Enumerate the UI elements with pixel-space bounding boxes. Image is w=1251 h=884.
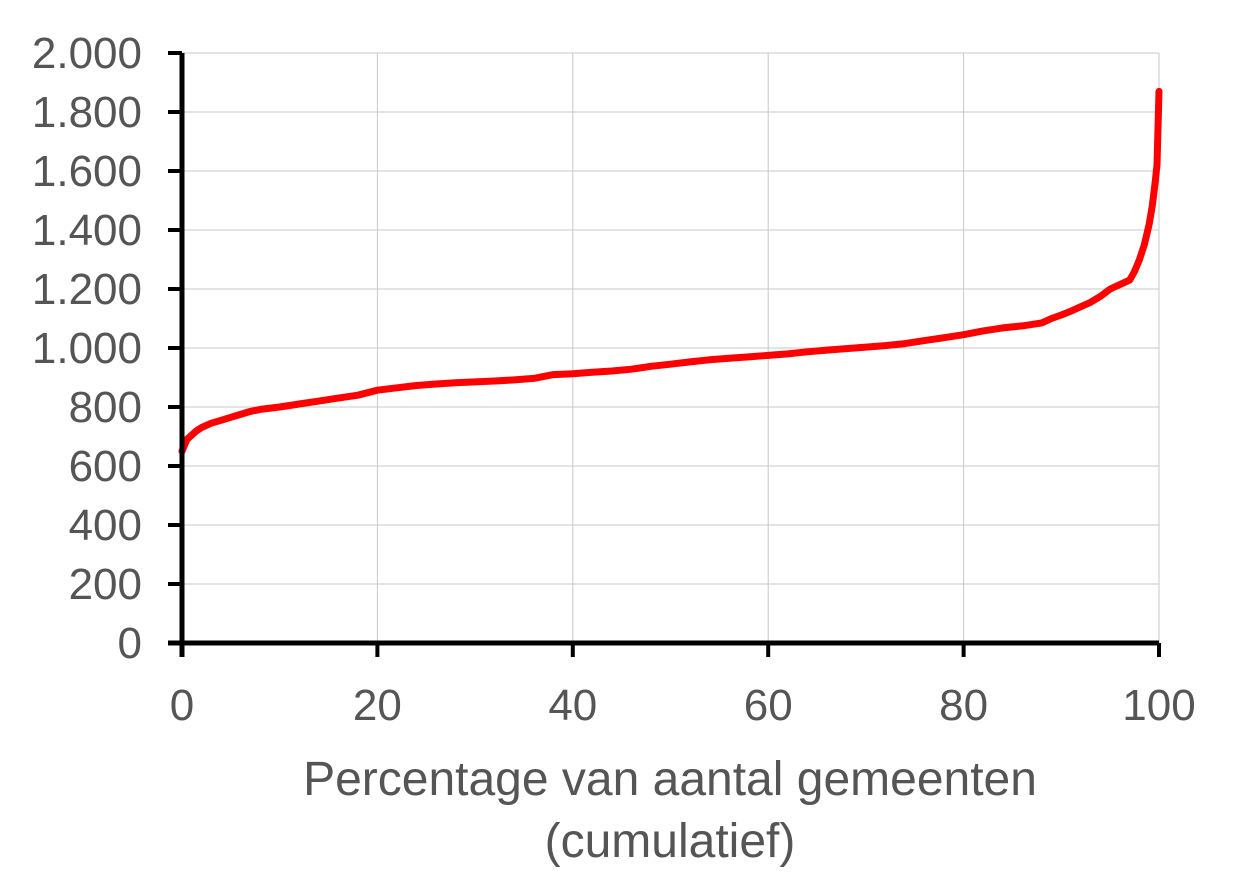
- y-tick-label-0: 0: [118, 619, 142, 668]
- y-tick-label-10: 2.000: [32, 29, 142, 78]
- y-tick-label-1: 200: [69, 560, 142, 609]
- x-tick-label-4: 80: [939, 681, 988, 730]
- x-axis-title-line2: (cumulatief): [545, 815, 796, 868]
- y-tick-label-8: 1.600: [32, 147, 142, 196]
- y-tick-label-9: 1.800: [32, 88, 142, 137]
- grid-layer: [182, 52, 1160, 643]
- series-line-0: [178, 87, 1163, 455]
- y-tick-label-5: 1.000: [32, 324, 142, 373]
- y-tick-label-3: 600: [69, 442, 142, 491]
- x-tick-label-3: 60: [744, 681, 793, 730]
- y-tick-label-4: 800: [69, 383, 142, 432]
- x-tick-label-1: 20: [353, 681, 402, 730]
- axis-layer: [168, 51, 1161, 657]
- x-tick-label-5: 100: [1122, 681, 1195, 730]
- y-tick-label-6: 1.200: [32, 265, 142, 314]
- x-axis-title-line1: Percentage van aantal gemeenten: [303, 753, 1037, 806]
- x-tick-label-2: 40: [548, 681, 597, 730]
- y-tick-label-2: 400: [69, 501, 142, 550]
- x-tick-label-0: 0: [170, 681, 194, 730]
- label-layer: 02004006008001.0001.2001.4001.6001.8002.…: [32, 29, 1196, 730]
- series-layer: [178, 87, 1163, 455]
- y-tick-label-7: 1.400: [32, 206, 142, 255]
